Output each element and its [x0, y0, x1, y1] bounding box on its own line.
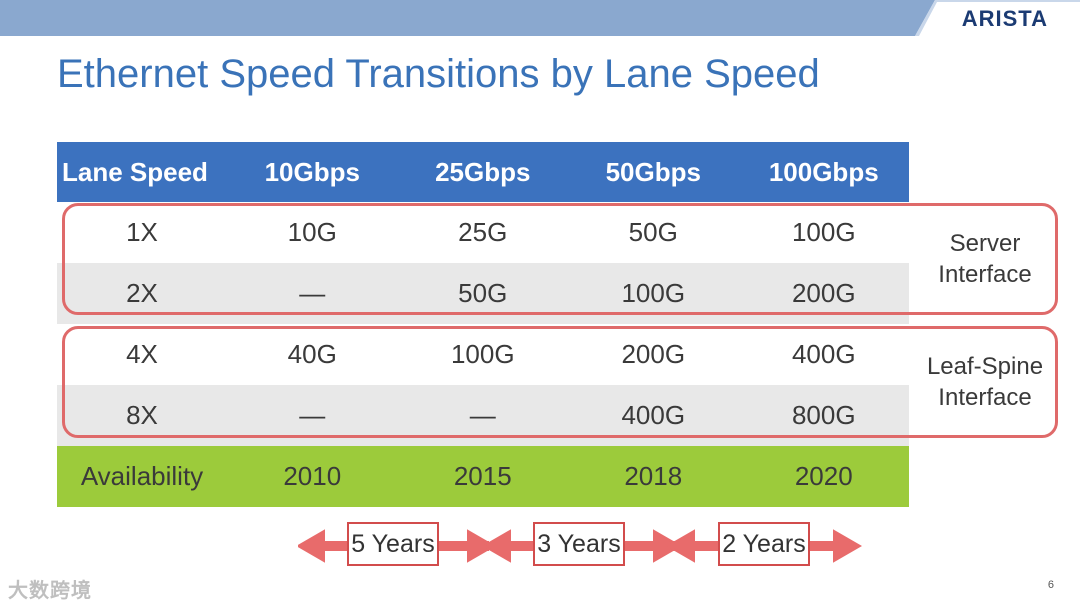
table-header-row: Lane Speed 10Gbps 25Gbps 50Gbps 100Gbps — [57, 142, 909, 202]
table-row: 8X — — 400G 800G — [57, 385, 909, 446]
table-row: 1X 10G 25G 50G 100G — [57, 202, 909, 263]
row-label: 4X — [126, 339, 158, 369]
table-cell: 100G — [791, 217, 856, 247]
interval-5-years: 5 Years — [347, 522, 439, 566]
arrow-head-left-2 — [481, 529, 511, 563]
table-cell: 200G — [621, 339, 686, 369]
availability-year: 2020 — [738, 446, 909, 507]
header-50gbps: 50Gbps — [568, 142, 739, 202]
server-label-line2: Interface — [938, 261, 1032, 288]
header-25gbps: 25Gbps — [397, 142, 568, 202]
row-label: 1X — [126, 217, 158, 247]
server-interface-outline — [62, 203, 1058, 315]
header-lane-speed: Lane Speed — [57, 142, 227, 202]
leaf-spine-label-line2: Interface — [938, 384, 1032, 411]
header-100gbps: 100Gbps — [738, 142, 909, 202]
slide-title: Ethernet Speed Transitions by Lane Speed — [57, 52, 820, 96]
server-interface-label: Server Interface — [915, 228, 1055, 290]
leaf-spine-label-line1: Leaf-Spine — [926, 353, 1044, 380]
table-cell: 100G — [450, 339, 515, 369]
table-cell: 40G — [287, 339, 337, 369]
availability-label: Availability — [57, 446, 227, 507]
arrow-head-right-3 — [833, 529, 863, 563]
table-cell: 25G — [458, 217, 508, 247]
watermark: 大数跨境 — [8, 580, 92, 602]
arista-logo: ARISTA — [961, 6, 1048, 31]
arrow-head-left-3 — [665, 529, 695, 563]
interval-2-years: 2 Years — [718, 522, 810, 566]
speed-table: Lane Speed 10Gbps 25Gbps 50Gbps 100Gbps … — [57, 142, 909, 507]
top-banner-shape — [0, 0, 1080, 36]
arrow-head-left-1 — [298, 529, 325, 563]
table-cell: 50G — [628, 217, 678, 247]
leaf-spine-interface-outline — [62, 326, 1058, 438]
table-cell: 10G — [287, 217, 337, 247]
interval-3-years: 3 Years — [533, 522, 625, 566]
server-label-line1: Server — [949, 230, 1021, 257]
table-row: 4X 40G 100G 200G 400G — [57, 324, 909, 385]
top-banner: ARISTA — [0, 0, 1080, 36]
header-10gbps: 10Gbps — [227, 142, 398, 202]
page-number: 6 — [1047, 579, 1054, 591]
table-cell: 400G — [791, 339, 856, 369]
arrow-head-right-1 — [467, 529, 497, 563]
availability-year: 2010 — [227, 446, 398, 507]
availability-row: Availability 2010 2015 2018 2020 — [57, 446, 909, 507]
availability-year: 2018 — [568, 446, 739, 507]
leaf-spine-interface-label: Leaf-Spine Interface — [915, 351, 1055, 413]
availability-year: 2015 — [397, 446, 568, 507]
